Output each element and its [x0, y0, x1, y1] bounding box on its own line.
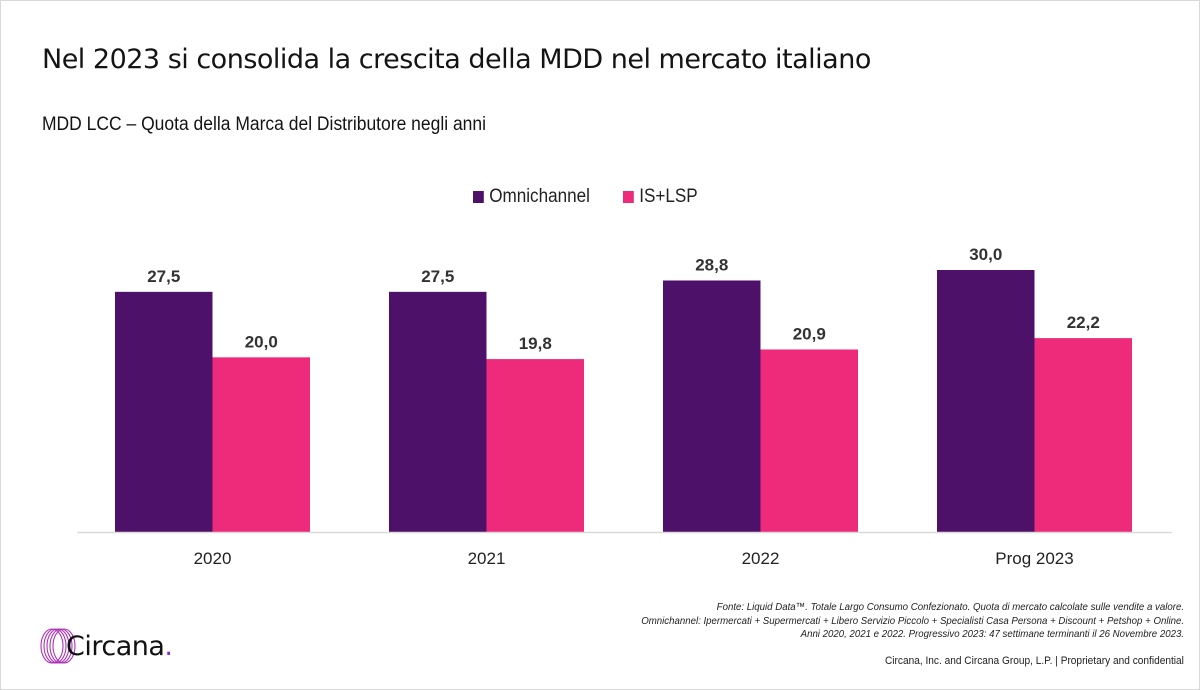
footnote-line: Anni 2020, 2021 e 2022. Progressivo 2023… [800, 628, 1184, 640]
legend-swatch-is-lsp [622, 191, 634, 203]
x-tick-label: Prog 2023 [995, 549, 1073, 568]
data-label: 27,5 [147, 267, 180, 286]
chart-legend: Omnichannel IS+LSP [473, 186, 726, 208]
slide-title: Nel 2023 si consolida la crescita della … [42, 44, 871, 75]
data-label: 20,0 [245, 332, 278, 351]
bar-omnichannel-2022 [663, 280, 761, 532]
data-label: 20,9 [793, 324, 826, 343]
bar-omnichannel-2021 [389, 291, 487, 532]
data-label: 28,8 [695, 255, 728, 274]
legend-label-is-lsp: IS+LSP [639, 186, 698, 207]
x-tick-label: 2020 [194, 549, 232, 568]
x-tick-label: 2021 [468, 549, 506, 568]
bar-is-lsp-prog-2023 [1034, 338, 1132, 532]
data-label: 22,2 [1067, 313, 1100, 332]
source-footnote: Fonte: Liquid Data™. Totale Largo Consum… [641, 601, 1184, 642]
legend-label-omnichannel: Omnichannel [489, 186, 590, 207]
data-label: 19,8 [519, 334, 552, 353]
copyright-notice: Circana, Inc. and Circana Group, L.P. | … [885, 655, 1184, 667]
logo-wordmark: Circana. [66, 631, 173, 662]
footnote-line: Fonte: Liquid Data™. Totale Largo Consum… [716, 601, 1184, 613]
data-label: 27,5 [421, 267, 454, 286]
legend-swatch-omnichannel [473, 191, 484, 203]
logo-dot: . [164, 630, 173, 662]
bar-is-lsp-2021 [486, 359, 584, 532]
chart-subtitle: MDD LCC – Quota della Marca del Distribu… [42, 114, 487, 135]
logo-text: Circana [66, 630, 165, 662]
circana-rings-icon [40, 628, 76, 664]
legend-item-is-lsp: IS+LSP [622, 186, 698, 208]
bar-is-lsp-2022 [760, 349, 858, 532]
bar-omnichannel-2020 [115, 291, 213, 532]
circana-logo: Circana. [38, 626, 173, 666]
bar-omnichannel-prog-2023 [937, 270, 1035, 532]
footnote-line: Omnichannel: Ipermercati + Supermercati … [641, 614, 1184, 627]
bar-is-lsp-2020 [212, 357, 310, 532]
x-tick-label: 2022 [742, 549, 780, 568]
legend-item-omnichannel: Omnichannel [473, 186, 590, 208]
data-label: 30,0 [969, 245, 1002, 264]
